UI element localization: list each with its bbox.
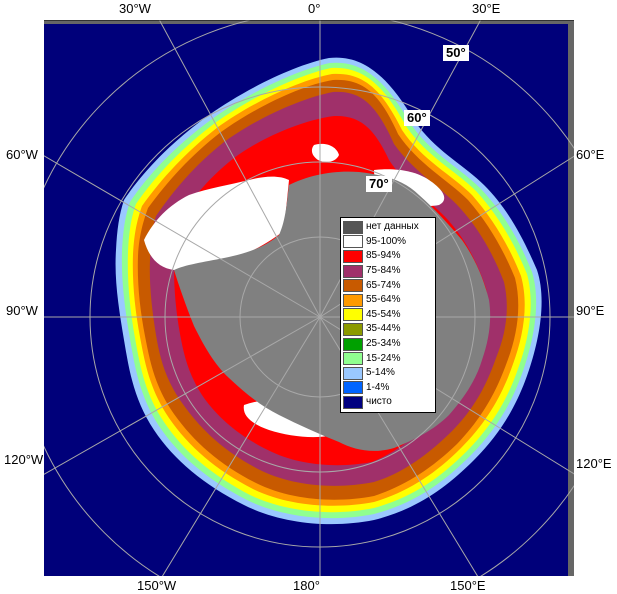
legend-swatch <box>343 279 363 293</box>
label-60e: 60°E <box>576 147 605 162</box>
legend-row: чисто <box>343 395 433 410</box>
label-150w-bottom: 150°W <box>137 578 177 593</box>
legend-row: 25-34% <box>343 337 433 352</box>
legend-row: 45-54% <box>343 308 433 323</box>
legend-swatch <box>343 381 363 395</box>
legend-row: 35-44% <box>343 322 433 337</box>
label-lat-70: 70° <box>366 176 392 192</box>
legend-swatch <box>343 352 363 366</box>
label-180-bottom: 180° <box>293 578 320 593</box>
legend-row: нет данных <box>343 220 433 235</box>
legend-swatch <box>343 293 363 307</box>
legend-row: 15-24% <box>343 351 433 366</box>
label-0-top: 0° <box>308 1 321 16</box>
label-lat-50: 50° <box>443 45 469 61</box>
legend-row: 65-74% <box>343 278 433 293</box>
label-90w: 90°W <box>6 303 38 318</box>
legend-swatch <box>343 220 363 234</box>
label-150e-bottom: 150°E <box>450 578 486 593</box>
legend-swatch <box>343 235 363 249</box>
legend-row: 1-4% <box>343 381 433 396</box>
label-120e: 120°E <box>576 456 612 471</box>
legend-label: 35-44% <box>366 323 401 335</box>
label-90e: 90°E <box>576 303 605 318</box>
legend-label: 25-34% <box>366 338 401 350</box>
label-lat-60: 60° <box>404 110 430 126</box>
legend-row: 75-84% <box>343 264 433 279</box>
legend-swatch <box>343 337 363 351</box>
legend: нет данных 95-100% 85-94% 75-84% 65-74% 55-64… <box>340 217 436 413</box>
legend-swatch <box>343 322 363 336</box>
legend-swatch <box>343 395 363 409</box>
ice-zone-white-1 <box>144 176 289 271</box>
label-60w: 60°W <box>6 147 38 162</box>
legend-label: чисто <box>366 396 392 408</box>
legend-row: 85-94% <box>343 249 433 264</box>
legend-label: 15-24% <box>366 352 401 364</box>
legend-label: 5-14% <box>366 367 395 379</box>
legend-label: 1-4% <box>366 381 390 393</box>
legend-swatch <box>343 308 363 322</box>
legend-label: 75-84% <box>366 265 401 277</box>
no-data-strip-right <box>568 20 574 576</box>
legend-row: 95-100% <box>343 235 433 250</box>
legend-swatch <box>343 264 363 278</box>
legend-label: 95-100% <box>366 235 407 247</box>
legend-swatch <box>343 249 363 263</box>
legend-row: 55-64% <box>343 293 433 308</box>
ice-zone-white-4 <box>311 143 339 163</box>
legend-swatch <box>343 366 363 380</box>
legend-row: 5-14% <box>343 366 433 381</box>
legend-label: 45-54% <box>366 308 401 320</box>
sea-ice-map <box>44 20 574 576</box>
no-data-strip <box>44 20 574 24</box>
legend-label: 85-94% <box>366 250 401 262</box>
legend-label: 55-64% <box>366 294 401 306</box>
label-120w: 120°W <box>4 452 44 467</box>
label-30w-top: 30°W <box>119 1 151 16</box>
legend-label: 65-74% <box>366 279 401 291</box>
map-frame <box>44 20 574 576</box>
legend-label: нет данных <box>366 221 419 233</box>
label-30e-top: 30°E <box>472 1 501 16</box>
